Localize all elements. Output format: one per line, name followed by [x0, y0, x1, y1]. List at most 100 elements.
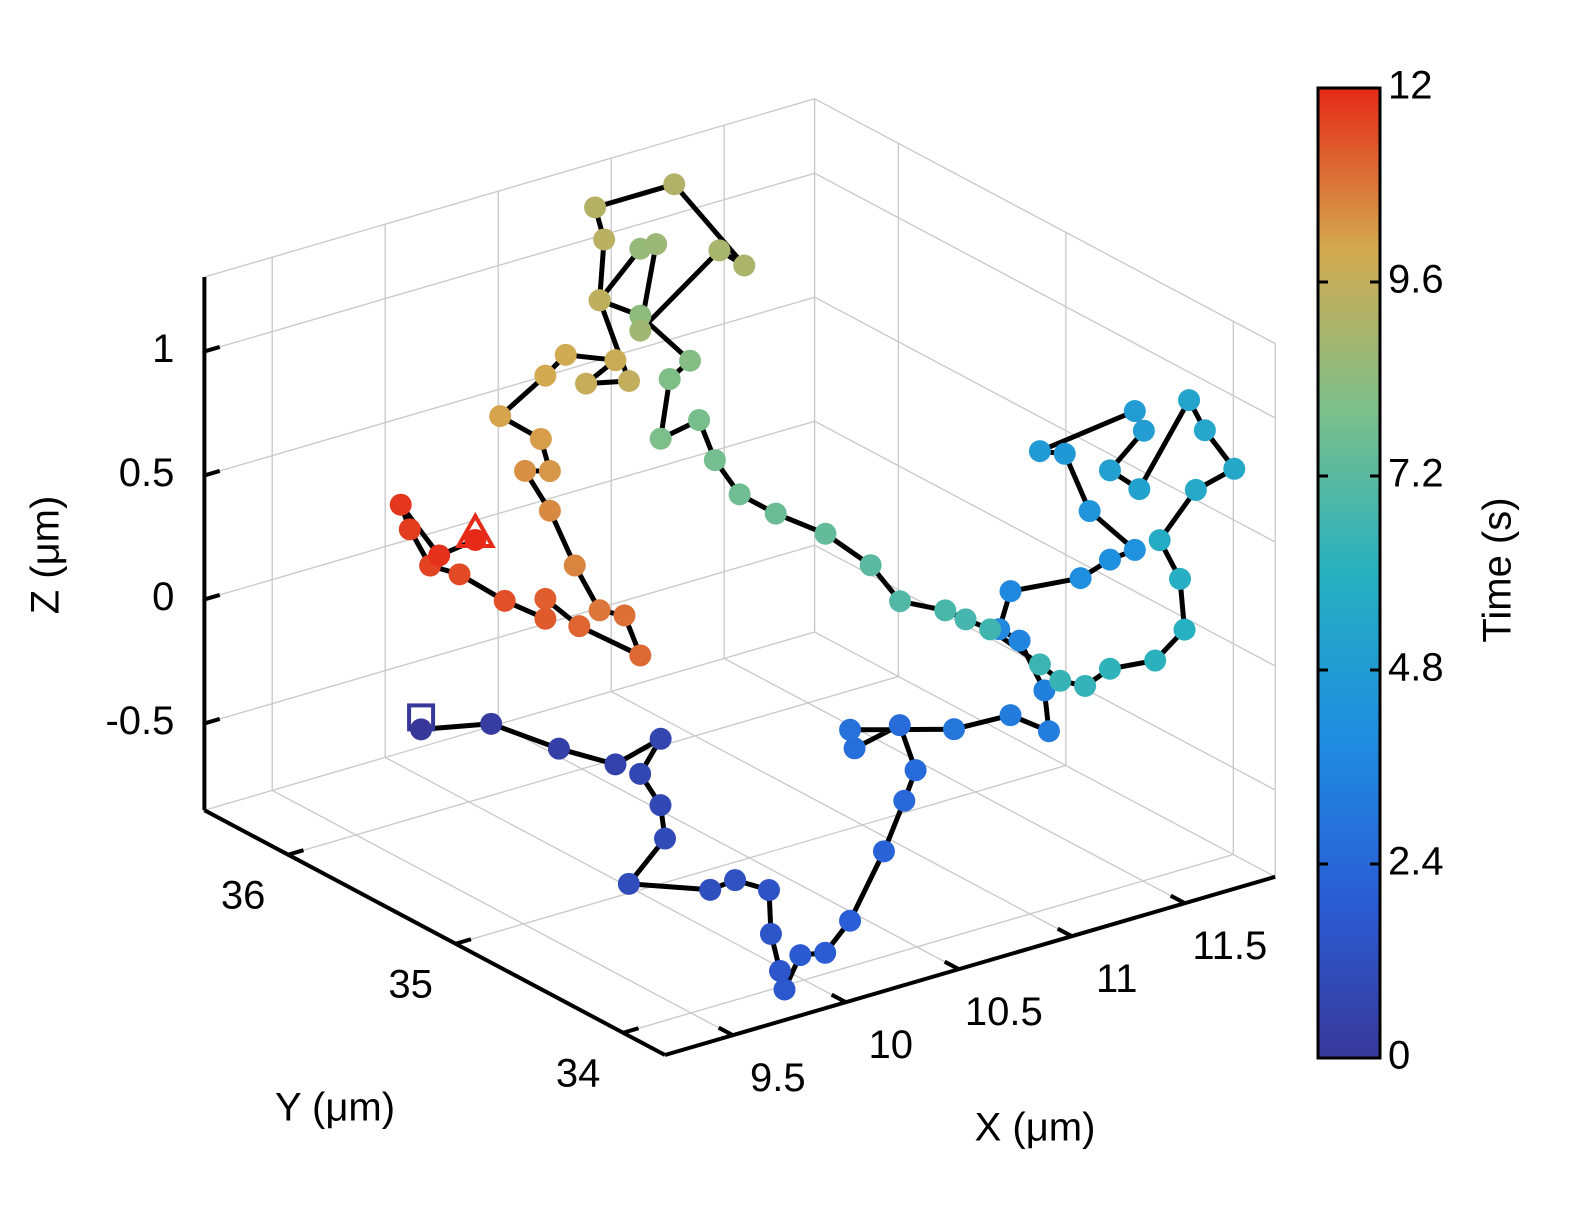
- grid-line: [271, 789, 734, 1036]
- grid-line: [814, 296, 1276, 543]
- y-tick-label: 36: [221, 873, 266, 917]
- point: [943, 718, 966, 741]
- y-tick: [455, 937, 472, 946]
- grid-line: [204, 296, 815, 477]
- point: [708, 239, 731, 262]
- point: [584, 196, 607, 219]
- point: [768, 959, 791, 982]
- point: [728, 483, 751, 506]
- point: [859, 554, 882, 577]
- grid-line: [497, 723, 960, 970]
- point: [1074, 674, 1097, 697]
- point: [999, 704, 1022, 727]
- x-tick: [1169, 893, 1186, 905]
- grid-line: [455, 764, 1067, 945]
- point: [448, 563, 471, 586]
- point: [843, 737, 866, 760]
- x-axis: [664, 874, 1276, 1057]
- point: [1169, 567, 1192, 590]
- point: [814, 522, 837, 545]
- point: [699, 878, 722, 901]
- point: [398, 518, 421, 541]
- x-tick-label: 9.5: [750, 1056, 806, 1100]
- x-tick: [717, 1025, 734, 1037]
- box-edge: [204, 631, 815, 811]
- point: [529, 427, 552, 450]
- colorbar-tick-label: 2.4: [1388, 840, 1444, 884]
- point: [489, 405, 512, 428]
- point: [629, 762, 652, 785]
- point: [724, 869, 747, 892]
- colorbar-tick-label: 12: [1388, 64, 1433, 108]
- point: [764, 502, 787, 525]
- point: [757, 879, 780, 902]
- box-edge: [204, 98, 815, 278]
- point: [649, 727, 672, 750]
- point: [888, 714, 911, 737]
- point: [629, 319, 652, 342]
- z-tick-label: -0.5: [105, 699, 174, 743]
- point: [1193, 419, 1216, 442]
- point: [1028, 440, 1051, 463]
- y-axis: [203, 808, 666, 1057]
- point: [538, 499, 561, 522]
- start-marker: [407, 703, 436, 732]
- point: [658, 368, 681, 391]
- box-edge: [814, 631, 1276, 878]
- point: [954, 608, 977, 631]
- z-tick-label: 0: [152, 575, 174, 619]
- point: [1028, 653, 1051, 676]
- grid-line: [204, 172, 815, 353]
- point: [575, 372, 598, 395]
- point: [1098, 459, 1121, 482]
- point: [1053, 442, 1076, 465]
- point: [1069, 567, 1092, 590]
- colorbar-tick-label: 9.6: [1388, 258, 1444, 302]
- point: [534, 364, 557, 387]
- point: [999, 580, 1022, 603]
- point: [1098, 657, 1121, 680]
- point: [1132, 419, 1155, 442]
- x-axis-label: X (μm): [975, 1106, 1096, 1150]
- point: [1223, 457, 1246, 480]
- y-axis-label: Y (μm): [275, 1086, 395, 1130]
- y-tick: [287, 848, 305, 857]
- x-tick-label: 11: [1096, 957, 1138, 1001]
- x-tick-label: 10: [869, 1023, 914, 1067]
- point: [733, 254, 756, 277]
- grid-line: [204, 544, 815, 725]
- point: [663, 173, 686, 196]
- point: [1008, 629, 1031, 652]
- colorbar-tick-label: 7.2: [1388, 452, 1444, 496]
- colorbar-tick-label: 4.8: [1388, 646, 1444, 690]
- point: [604, 753, 627, 776]
- x-tick: [1056, 926, 1073, 938]
- x-tick: [830, 992, 847, 1004]
- point: [893, 789, 916, 812]
- point: [814, 941, 837, 964]
- point: [1033, 679, 1056, 702]
- z-tick: [203, 344, 221, 354]
- point: [514, 459, 537, 482]
- point: [1178, 389, 1201, 412]
- point: [538, 460, 561, 483]
- box-edge: [814, 98, 1276, 345]
- grid-line: [814, 420, 1276, 667]
- y-tick-label: 35: [388, 962, 433, 1006]
- z-tick-label: 1: [152, 327, 174, 371]
- point: [703, 449, 726, 472]
- point: [679, 349, 702, 372]
- point: [618, 369, 641, 392]
- y-tick: [622, 1026, 640, 1035]
- point: [480, 712, 503, 735]
- colorbar-label: Time (s): [1476, 497, 1520, 642]
- point: [789, 944, 812, 967]
- x-tick: [943, 959, 960, 971]
- point: [934, 599, 957, 622]
- point: [428, 544, 451, 567]
- point: [1098, 548, 1121, 571]
- point: [759, 922, 782, 945]
- point: [629, 644, 652, 667]
- point: [1148, 529, 1171, 552]
